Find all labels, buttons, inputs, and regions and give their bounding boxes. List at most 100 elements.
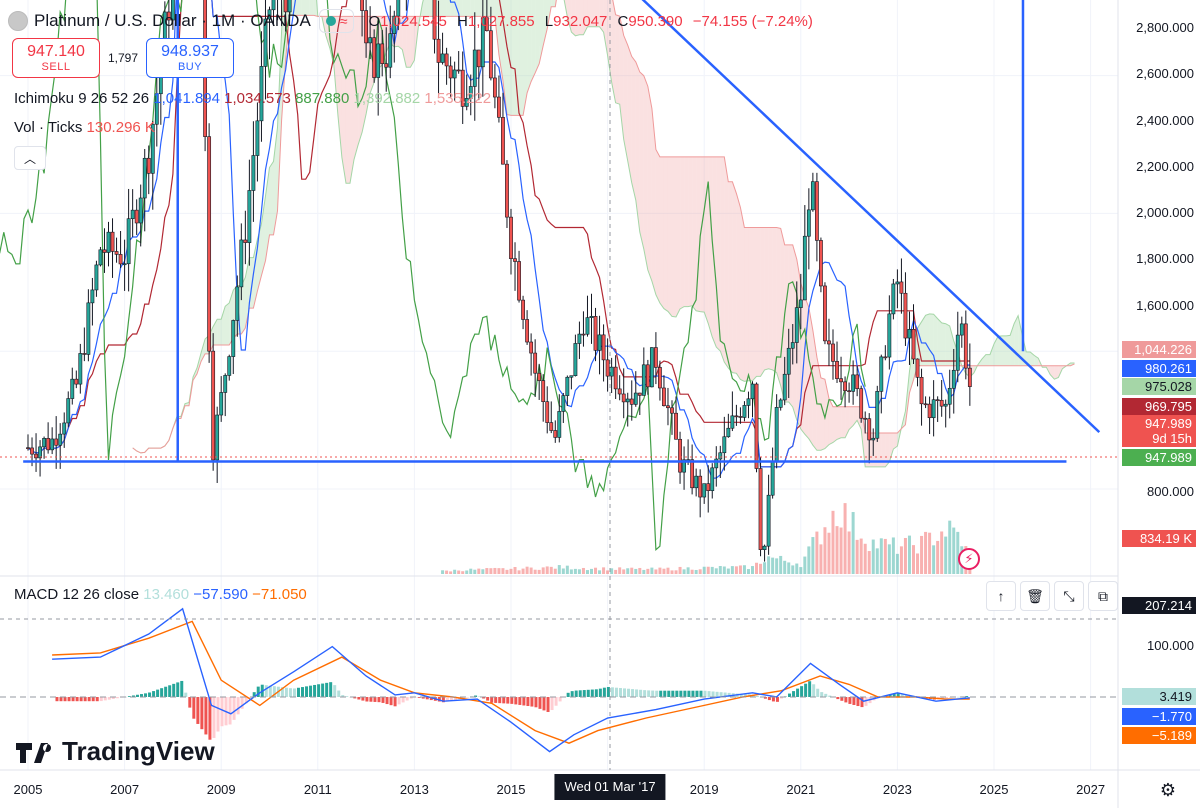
- macd-line-value: −57.590: [193, 586, 248, 603]
- macd-histogram-bar: [566, 692, 570, 697]
- volume-bar: [569, 569, 573, 574]
- volume-legend[interactable]: Vol · Ticks 130.296 K: [14, 119, 155, 136]
- macd-histogram-bar: [474, 695, 478, 697]
- cloud-segment: [482, 0, 487, 17]
- cloud-segment: [603, 0, 608, 56]
- macd-histogram-bar: [635, 689, 639, 697]
- volume-bar: [783, 560, 787, 574]
- cloud-segment: [615, 14, 620, 105]
- volume-bar: [895, 553, 899, 574]
- macd-tick-label: 100.000: [1147, 638, 1194, 653]
- candle-body: [746, 398, 751, 406]
- macd-histogram-bar: [107, 697, 111, 700]
- volume-bar: [561, 568, 565, 574]
- collapse-pane-button[interactable]: ⤡: [1054, 581, 1084, 611]
- time-tick-label: 2023: [882, 782, 912, 797]
- cloud-segment: [776, 227, 781, 386]
- maximize-pane-button[interactable]: ⧉: [1088, 581, 1118, 611]
- candle-body: [690, 459, 695, 489]
- macd-histogram-bar: [365, 697, 369, 702]
- candle-body: [492, 77, 497, 98]
- macd-histogram-bar: [385, 697, 389, 705]
- macd-histogram-bar: [679, 690, 683, 697]
- volume-bar: [702, 566, 706, 574]
- macd-histogram-bar: [228, 697, 232, 725]
- market-status-pill[interactable]: ≈: [318, 9, 355, 33]
- cloud-segment: [309, 0, 314, 16]
- descending-trendline: [641, 0, 1101, 434]
- candle-body: [863, 417, 868, 420]
- candle-body: [46, 438, 51, 451]
- candle-body: [698, 475, 703, 498]
- macd-histogram-bar: [647, 690, 651, 697]
- volume-bar: [851, 512, 855, 574]
- cloud-segment: [583, 0, 588, 35]
- candle-body: [694, 475, 699, 489]
- macd-histogram-bar: [188, 697, 192, 708]
- volume-bar: [501, 568, 505, 574]
- macd-histogram-bar: [755, 696, 759, 697]
- trend-annotations: [23, 0, 1101, 463]
- delete-pane-button[interactable]: 🗑: [1020, 581, 1050, 611]
- candle-body: [384, 63, 389, 68]
- volume-bar: [823, 527, 827, 574]
- alert-bolt-icon[interactable]: ⚡: [958, 548, 980, 570]
- candle-body: [722, 436, 727, 454]
- macd-histogram-bar: [514, 697, 518, 705]
- candle-body: [798, 299, 803, 308]
- volume-bar: [932, 545, 936, 574]
- buy-button[interactable]: 948.937 BUY: [146, 38, 235, 78]
- volume-bar: [730, 566, 734, 574]
- macd-legend[interactable]: MACD 12 26 close 13.460 −57.590 −71.050: [14, 586, 307, 603]
- cloud-segment: [426, 0, 431, 17]
- macd-histogram-bar: [816, 688, 820, 697]
- volume-bar: [545, 566, 549, 574]
- cloud-segment: [527, 0, 532, 93]
- macd-histogram-bar: [602, 687, 606, 697]
- candle-body: [843, 381, 847, 392]
- base-line: [27, 0, 970, 468]
- candle-body: [605, 359, 610, 377]
- ichimoku-legend[interactable]: Ichimoku 9 26 52 26 1,041.894 1,034.573 …: [14, 90, 491, 107]
- buy-price: 948.937: [161, 43, 219, 60]
- cloud-segment: [672, 156, 677, 318]
- symbol-title[interactable]: Platinum / U.S. Dollar · 1M · OANDA: [34, 11, 311, 30]
- volume-bar: [907, 535, 911, 574]
- volume-bar: [924, 531, 928, 574]
- cloud-segment: [881, 433, 886, 467]
- candle-body: [541, 380, 546, 403]
- macd-histogram-bar: [739, 693, 743, 697]
- candle-body: [899, 281, 904, 294]
- collapse-legend-button[interactable]: ︿: [14, 146, 46, 170]
- candle-body: [380, 43, 385, 64]
- candle-body: [118, 254, 123, 265]
- cloud-segment: [736, 193, 741, 380]
- move-pane-up-button[interactable]: ↑: [986, 581, 1016, 611]
- cloud-segment: [438, 0, 443, 17]
- volume-bar: [718, 565, 722, 574]
- macd-histogram-bar: [135, 694, 139, 697]
- volume-bar: [734, 566, 738, 574]
- sell-price: 947.140: [27, 43, 85, 60]
- candle-body: [58, 433, 63, 446]
- arrow-up-icon: ↑: [997, 588, 1005, 604]
- ichimoku-label: Ichimoku 9 26 52 26: [14, 90, 150, 107]
- macd-histogram-bar: [618, 688, 622, 697]
- candle-body: [364, 10, 369, 44]
- settings-gear-icon[interactable]: ⚙: [1159, 780, 1176, 800]
- macd-histogram-bar: [763, 697, 767, 699]
- volume-bar: [875, 548, 879, 574]
- cloud-segment: [808, 307, 813, 446]
- candle-body: [601, 334, 606, 361]
- sell-button[interactable]: 947.140 SELL: [12, 38, 100, 78]
- candle-body: [814, 181, 819, 241]
- candle-body: [150, 123, 155, 174]
- candle-body: [166, 11, 171, 21]
- cloud-segment: [442, 0, 447, 17]
- conversion-line: [27, 0, 970, 479]
- symbol-header: Platinum / U.S. Dollar · 1M · OANDA ≈ O1…: [8, 8, 819, 34]
- tradingview-logo[interactable]: TradingView: [16, 736, 215, 767]
- volume-bar: [489, 568, 493, 574]
- volume-bar: [549, 566, 553, 574]
